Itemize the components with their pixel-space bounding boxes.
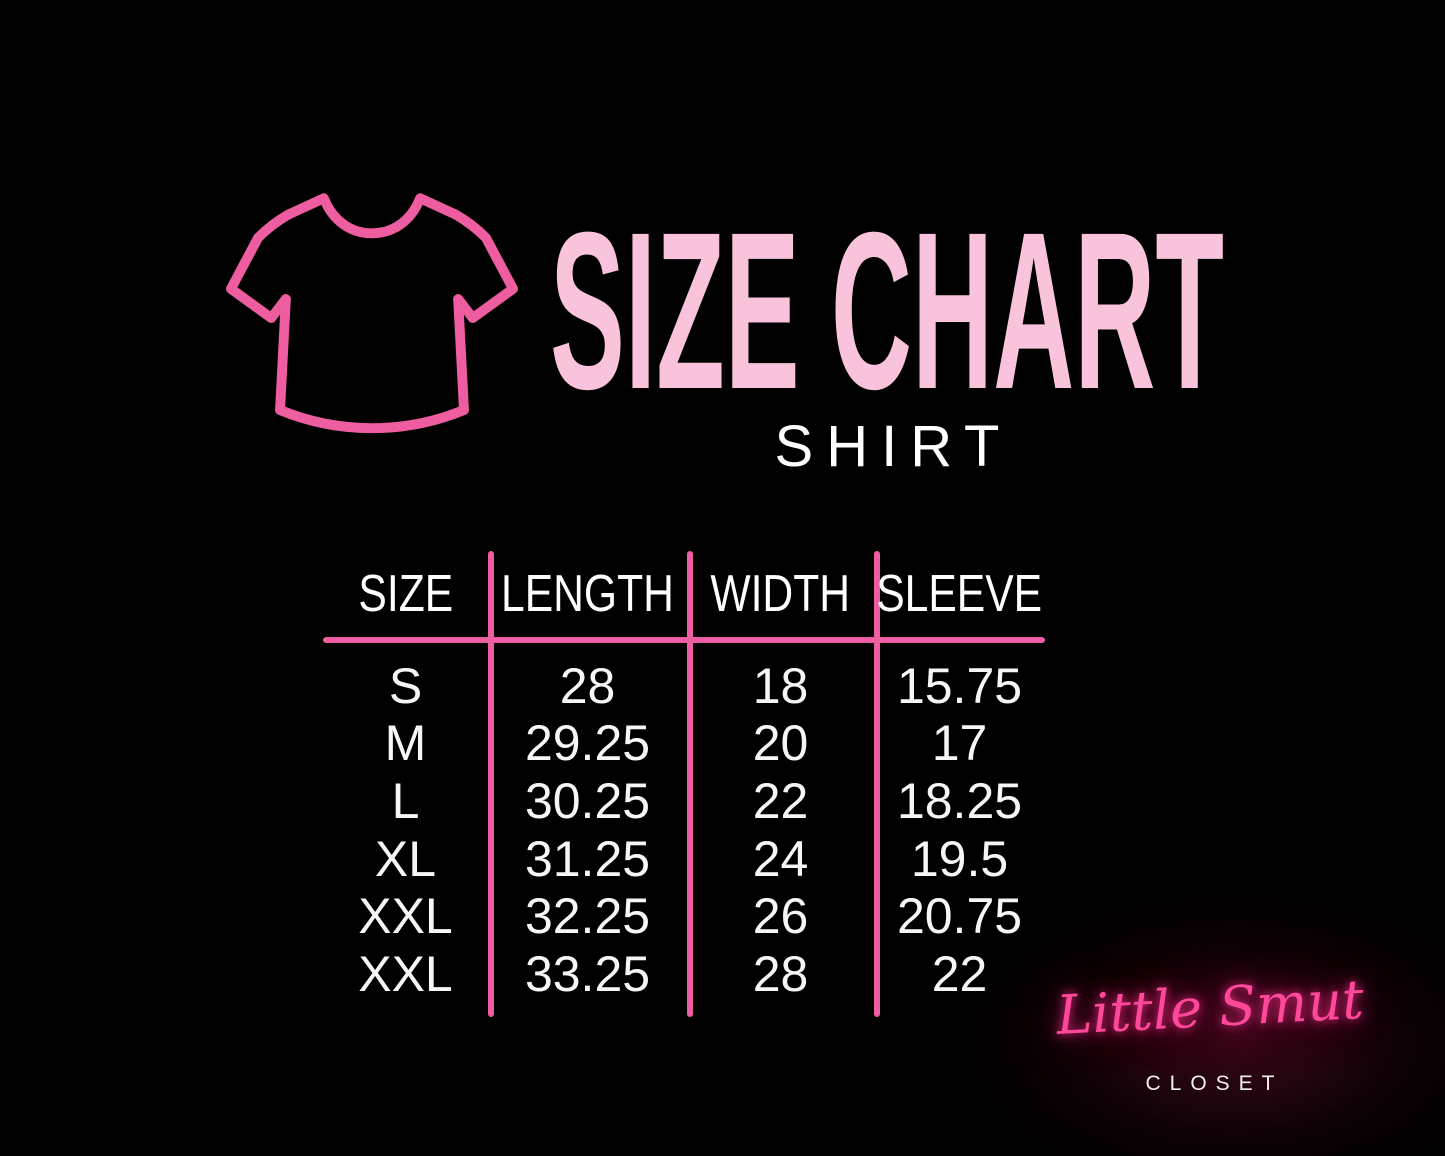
cell-length: 33.25	[524, 945, 651, 1002]
table-header-row: SIZE LENGTH WIDTH SLEEVE	[323, 551, 1045, 637]
cell-sleeve: 18.25	[896, 772, 1023, 829]
page-title-wrap: SIZE CHART	[548, 186, 1226, 436]
cell-length: 32.25	[524, 888, 651, 945]
cell-size: XXL	[358, 945, 453, 1002]
column-header-sleeve: SLEEVE	[876, 565, 1043, 623]
cell-size: L	[391, 772, 420, 829]
cell-width: 26	[752, 888, 809, 945]
brand-logo-subtext: CLOSET	[1145, 1072, 1284, 1095]
table-column-divider-1	[488, 551, 494, 1017]
cell-width: 24	[752, 830, 809, 887]
cell-sleeve: 15.75	[896, 657, 1023, 714]
table-column-divider-3	[874, 551, 880, 1017]
cell-size: XXL	[358, 888, 453, 945]
page-title-svg: SIZE CHART	[550, 186, 1224, 436]
column-header-size: SIZE	[358, 565, 453, 623]
table-header-underline	[323, 637, 1045, 643]
cell-sleeve: 19.5	[910, 830, 1009, 887]
cell-width: 22	[752, 772, 809, 829]
cell-width: 18	[752, 657, 809, 714]
brand-logo-script: Little Smut	[1054, 967, 1366, 1048]
table-body: S 28 18 15.75 M 29.25 20 17 L 30.25 22 1…	[323, 657, 1045, 1003]
column-header-length: LENGTH	[501, 565, 674, 623]
cell-sleeve: 22	[931, 945, 988, 1002]
cell-length: 30.25	[524, 772, 651, 829]
cell-sleeve: 17	[931, 715, 988, 772]
column-header-width: WIDTH	[710, 565, 851, 623]
cell-sleeve: 20.75	[896, 888, 1023, 945]
cell-length: 31.25	[524, 830, 651, 887]
tshirt-icon	[226, 193, 518, 434]
cell-width: 28	[752, 945, 809, 1002]
cell-length: 29.25	[524, 715, 651, 772]
cell-width: 20	[752, 715, 809, 772]
cell-size: XL	[374, 830, 437, 887]
cell-size: S	[388, 657, 423, 714]
table-column-divider-2	[687, 551, 693, 1017]
cell-size: M	[384, 715, 427, 772]
page-subtitle: SHIRT	[774, 414, 1013, 479]
page-title: SIZE CHART	[550, 224, 1224, 396]
cell-length: 28	[559, 657, 616, 714]
